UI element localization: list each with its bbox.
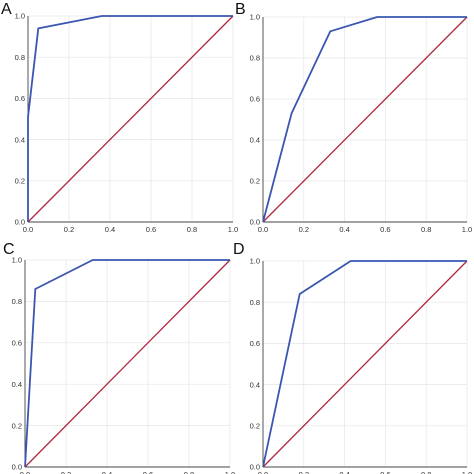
panel-b-y-tick-label: 1.0 <box>250 13 260 22</box>
panel-a-x-tick-label: 0.0 <box>23 225 33 234</box>
panel-d-roc-curve <box>262 260 467 468</box>
panel-a-y-tick-label: 0.8 <box>15 53 25 62</box>
panel-b-label: B <box>235 1 246 18</box>
panel-a-x-tick-label: 0.6 <box>146 225 156 234</box>
panel-c-x-tick-label: 0.2 <box>61 470 71 474</box>
panel-c-y-tick-label: 0.8 <box>12 297 22 306</box>
panel-a-label: A <box>1 1 12 18</box>
panel-a-x-tick-label: 1.0 <box>228 225 238 234</box>
panel-a-x-tick-label: 0.4 <box>105 225 115 234</box>
panel-c-x-tick-label: 1.0 <box>225 470 235 474</box>
panel-b-y-tick-label: 0.0 <box>250 218 260 227</box>
panel-d-label: D <box>233 241 245 258</box>
panel-d-y-tick-label: 0.4 <box>250 380 260 389</box>
panel-c-y-tick-label: 0.2 <box>12 421 22 430</box>
panel-b-y-tick-label: 0.8 <box>250 54 260 63</box>
panel-a-y-tick-label: 0.6 <box>15 94 25 103</box>
panel-c-roc-curve <box>24 259 230 468</box>
panel-a: A 0.0 0.2 0.4 0.6 0.8 1.0 0.0 0.2 0.4 0.6 0.8 1.0 <box>1 1 238 234</box>
panel-c-x-tick-label: 0.0 <box>20 470 30 474</box>
panel-d-x-tick-label: 0.0 <box>258 470 268 474</box>
panel-c: C 0.0 0.2 0.4 0.6 0.8 1.0 0.0 0.2 0.4 0.6 0.8 1.0 <box>3 241 235 474</box>
panel-c-label: C <box>3 241 15 258</box>
panel-b-x-tick-label: 0.4 <box>339 225 349 234</box>
panel-a-reference-line <box>27 15 234 223</box>
panel-c-reference-line <box>24 259 231 468</box>
panel-b-roc-curve <box>262 16 467 223</box>
panel-d: D 0.0 0.2 0.4 0.6 0.8 1.0 0.0 0.2 0.4 0.6 0.8 1.0 <box>233 241 472 474</box>
panel-d-y-tick-label: 0.2 <box>250 422 260 431</box>
panel-a-x-tick-label: 0.8 <box>187 225 197 234</box>
panel-b-x-tick-label: 0.6 <box>380 225 390 234</box>
panel-a-roc-curve <box>27 15 233 222</box>
panel-a-y-tick-label: 0.4 <box>15 135 25 144</box>
panel-c-x-tick-label: 0.8 <box>184 470 194 474</box>
panel-d-x-tick-label: 0.8 <box>421 470 431 474</box>
panel-c-y-tick-label: 0.6 <box>12 339 22 348</box>
panel-d-x-tick-label: 0.6 <box>380 470 390 474</box>
panel-c-y-tick-label: 0.0 <box>12 463 22 472</box>
panel-a-y-tick-label: 0.0 <box>15 218 25 227</box>
panel-b-y-tick-label: 0.6 <box>250 95 260 104</box>
panel-d-y-tick-label: 0.8 <box>250 298 260 307</box>
panel-d-y-tick-label: 0.6 <box>250 339 260 348</box>
panel-b-x-tick-label: 0.2 <box>299 225 309 234</box>
panel-a-y-tick-label: 1.0 <box>15 12 25 21</box>
panel-b-x-tick-label: 0.8 <box>421 225 431 234</box>
panel-b-y-tick-label: 0.2 <box>250 177 260 186</box>
panel-d-x-tick-label: 1.0 <box>462 470 472 474</box>
panel-b-y-tick-label: 0.4 <box>250 136 260 145</box>
panel-d-reference-line <box>262 260 468 468</box>
panel-b-x-tick-label: 0.0 <box>258 225 268 234</box>
panel-b: B 0.0 0.2 0.4 0.6 0.8 1.0 0.0 0.2 0.4 0.6 0.8 1.0 <box>235 1 472 234</box>
panel-a-y-tick-label: 0.2 <box>15 177 25 186</box>
panel-c-y-tick-label: 1.0 <box>12 256 22 265</box>
panel-c-x-tick-label: 0.4 <box>102 470 112 474</box>
panel-b-x-tick-label: 1.0 <box>462 225 472 234</box>
panel-d-y-tick-label: 1.0 <box>250 257 260 266</box>
panel-c-x-tick-label: 0.6 <box>143 470 153 474</box>
panel-d-x-tick-label: 0.4 <box>339 470 349 474</box>
panel-d-x-tick-label: 0.2 <box>299 470 309 474</box>
panel-a-x-tick-label: 0.2 <box>64 225 74 234</box>
panel-d-y-tick-label: 0.0 <box>250 463 260 472</box>
panel-b-reference-line <box>262 16 468 223</box>
panel-c-y-tick-label: 0.4 <box>12 380 22 389</box>
